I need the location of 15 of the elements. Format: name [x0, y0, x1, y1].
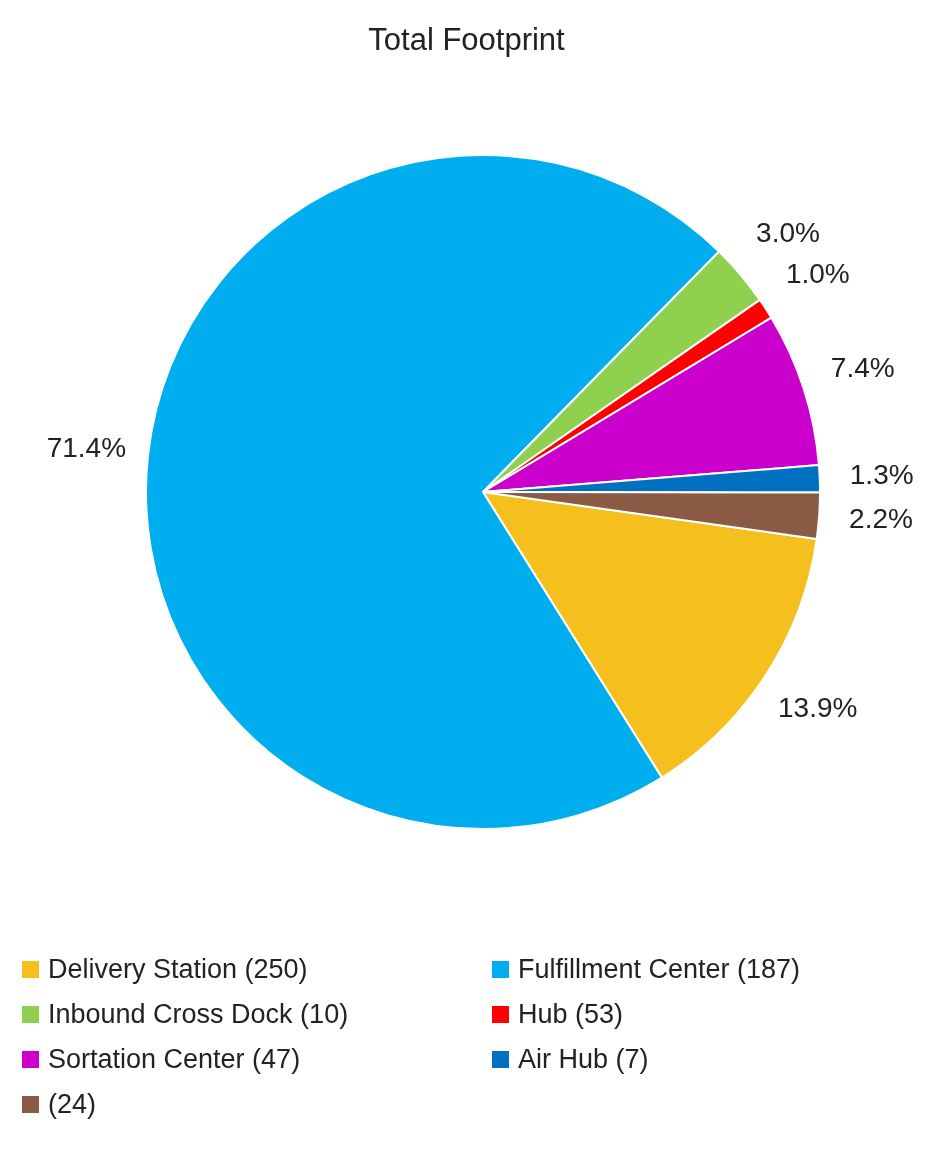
- data-label: 13.9%: [778, 691, 858, 723]
- legend-label: Fulfillment Center (187): [518, 954, 801, 985]
- data-label: 7.4%: [830, 352, 895, 384]
- legend-label: Sortation Center (47): [48, 1044, 301, 1075]
- data-label: 2.2%: [849, 502, 913, 534]
- legend-label: Inbound Cross Dock (10): [48, 999, 349, 1030]
- legend-label: Hub (53): [518, 999, 624, 1030]
- data-label: 71.4%: [46, 431, 127, 463]
- data-label: 1.0%: [785, 257, 850, 289]
- legend-label: (24): [48, 1089, 97, 1120]
- data-label: 3.0%: [756, 217, 820, 249]
- data-label: 1.3%: [849, 459, 914, 491]
- legend-label: Delivery Station (250): [48, 954, 308, 985]
- legend-label: Air Hub (7): [518, 1044, 649, 1075]
- chart-title: Total Footprint: [367, 21, 566, 59]
